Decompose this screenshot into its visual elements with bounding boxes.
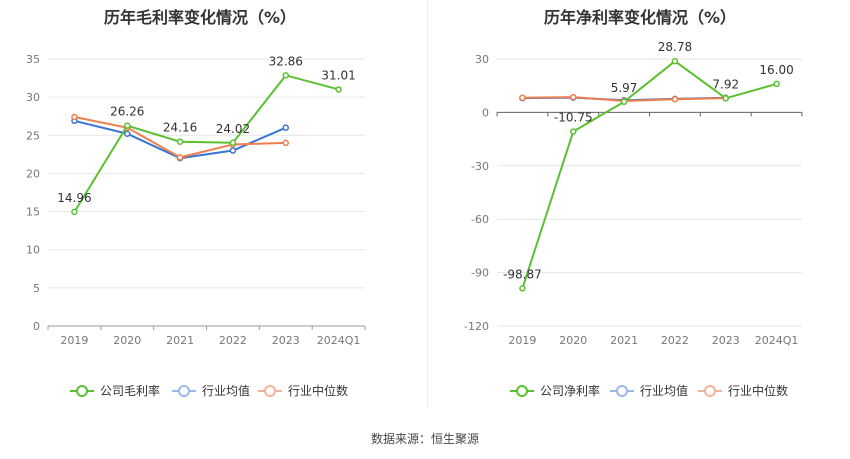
data-point bbox=[71, 208, 78, 216]
data-point bbox=[282, 72, 289, 79]
x-tick-label: 2023 bbox=[712, 334, 740, 347]
x-tick-label: 2021 bbox=[610, 334, 638, 347]
data-point bbox=[335, 86, 342, 93]
data-point bbox=[773, 80, 780, 88]
legend-label: 行业中位数 bbox=[728, 383, 788, 398]
data-label: 28.78 bbox=[658, 40, 692, 54]
data-source: 数据来源：恒生聚源 bbox=[370, 432, 479, 446]
data-point bbox=[229, 147, 237, 154]
data-point bbox=[124, 130, 131, 138]
y-tick-label: 30 bbox=[26, 91, 40, 104]
data-point bbox=[671, 95, 679, 103]
x-tick-label: 2022 bbox=[661, 334, 689, 347]
data-point bbox=[176, 154, 184, 161]
y-tick-label: 5 bbox=[33, 282, 40, 295]
series-line bbox=[521, 59, 777, 289]
data-label: 7.92 bbox=[712, 77, 739, 91]
y-tick-label: 0 bbox=[482, 106, 489, 119]
chart-title-net-margin: 历年净利率变化情况（%） bbox=[543, 8, 737, 27]
y-tick-label: 10 bbox=[26, 244, 40, 257]
legend-marker bbox=[704, 385, 716, 397]
data-label: 26.26 bbox=[110, 105, 144, 119]
y-tick-label: -120 bbox=[464, 320, 489, 333]
legend-marker bbox=[178, 385, 190, 397]
data-label: 14.96 bbox=[57, 191, 91, 205]
y-tick-label: 0 bbox=[33, 320, 40, 333]
legend-label: 公司净利率 bbox=[540, 383, 600, 398]
x-tick-label: 2024Q1 bbox=[755, 334, 799, 347]
data-label: 24.16 bbox=[163, 121, 197, 135]
y-tick-label: -90 bbox=[471, 267, 489, 280]
data-label: 31.01 bbox=[321, 68, 355, 82]
legend-marker bbox=[264, 385, 276, 397]
legend-label: 行业均值 bbox=[202, 383, 250, 398]
gross-margin-chart: 0 5 10 15 20 25 30 35 2019 2020 2021 2022 2023 2024Q1… bbox=[26, 53, 366, 398]
legend-marker bbox=[516, 385, 528, 397]
y-tick-label: -30 bbox=[471, 160, 489, 173]
x-tick-label: 2022 bbox=[219, 334, 247, 347]
x-tick-label: 2019 bbox=[60, 334, 88, 347]
data-label: -98.87 bbox=[503, 267, 542, 281]
chart-divider bbox=[427, 0, 428, 408]
data-label: 5.97 bbox=[611, 81, 638, 95]
x-tick-label: 2021 bbox=[166, 334, 194, 347]
data-point bbox=[176, 138, 184, 145]
data-label: 32.86 bbox=[269, 54, 303, 68]
net-margin-chart: -120 -90 -60 -30 0 30 2019 2020 2021 2022 2023 2024… bbox=[464, 40, 803, 398]
x-tick-label: 2019 bbox=[508, 334, 536, 347]
data-point bbox=[282, 124, 289, 131]
x-tick-label: 2020 bbox=[559, 334, 587, 347]
legend-marker bbox=[76, 385, 88, 397]
data-point bbox=[71, 113, 78, 121]
data-label: 16.00 bbox=[759, 63, 793, 77]
data-point bbox=[519, 285, 526, 292]
x-tick-label: 2023 bbox=[272, 334, 300, 347]
y-tick-label: 35 bbox=[26, 53, 40, 66]
legend-marker bbox=[616, 385, 628, 397]
data-label: 24.02 bbox=[216, 122, 250, 136]
y-tick-label: 15 bbox=[26, 206, 40, 219]
data-point bbox=[570, 93, 577, 101]
y-tick-label: -60 bbox=[471, 213, 489, 226]
y-tick-label: 20 bbox=[26, 167, 40, 180]
x-tick-label: 2024Q1 bbox=[317, 334, 361, 347]
data-point bbox=[570, 128, 577, 135]
y-tick-label: 30 bbox=[475, 53, 489, 66]
legend-label: 行业中位数 bbox=[288, 383, 348, 398]
data-point bbox=[282, 139, 289, 147]
data-point bbox=[229, 139, 237, 147]
legend-label: 行业均值 bbox=[640, 383, 688, 398]
series-line bbox=[73, 74, 339, 213]
data-label: -10.75 bbox=[554, 111, 593, 125]
y-tick-label: 25 bbox=[26, 129, 40, 142]
legend-label: 公司毛利率 bbox=[100, 383, 160, 398]
x-tick-label: 2020 bbox=[113, 334, 141, 347]
data-point bbox=[124, 122, 131, 129]
data-point bbox=[671, 57, 679, 65]
data-point bbox=[620, 98, 628, 106]
data-point bbox=[722, 95, 729, 102]
chart-title-gross-margin: 历年毛利率变化情况（%） bbox=[103, 8, 297, 27]
data-point bbox=[519, 94, 526, 102]
